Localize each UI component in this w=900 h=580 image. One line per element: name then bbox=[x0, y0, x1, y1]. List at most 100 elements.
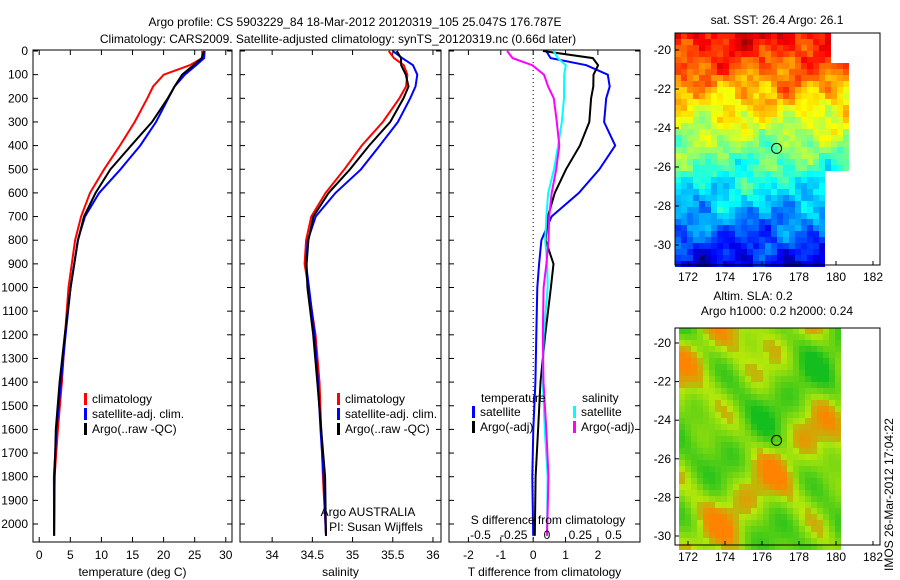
map-cell bbox=[835, 448, 841, 454]
map-cell bbox=[733, 328, 739, 334]
map-cell bbox=[687, 171, 693, 177]
map-cell bbox=[735, 129, 741, 135]
map-cell bbox=[825, 75, 831, 81]
map-cell bbox=[729, 261, 735, 267]
map-cell bbox=[715, 520, 721, 526]
map-cell bbox=[717, 99, 723, 105]
map-cell bbox=[783, 129, 789, 135]
map-cell bbox=[811, 460, 817, 466]
map-cell bbox=[739, 394, 745, 400]
map-cell bbox=[699, 147, 705, 153]
map-cell bbox=[805, 334, 811, 340]
map-cell bbox=[805, 496, 811, 502]
map-cell bbox=[837, 129, 843, 135]
map-cell bbox=[753, 69, 759, 75]
map-cell bbox=[769, 526, 775, 532]
map-cell bbox=[693, 147, 699, 153]
map-cell bbox=[825, 105, 831, 111]
map-cell bbox=[819, 75, 825, 81]
map-cell bbox=[787, 502, 793, 508]
map-cell bbox=[697, 346, 703, 352]
map-cell bbox=[729, 39, 735, 45]
map-cell bbox=[805, 400, 811, 406]
map-cell bbox=[783, 105, 789, 111]
map-cell bbox=[717, 63, 723, 69]
map-cell bbox=[699, 159, 705, 165]
map-cell bbox=[679, 376, 685, 382]
map-cell bbox=[721, 382, 727, 388]
map-cell bbox=[817, 520, 823, 526]
map-cell bbox=[721, 496, 727, 502]
map-cell bbox=[739, 526, 745, 532]
map-cell bbox=[751, 484, 757, 490]
map-cell bbox=[801, 147, 807, 153]
map-cell bbox=[823, 358, 829, 364]
map-cell bbox=[781, 466, 787, 472]
map-cell bbox=[699, 81, 705, 87]
map-cell bbox=[835, 496, 841, 502]
map-cell bbox=[789, 93, 795, 99]
x-tick-label: 2 bbox=[595, 548, 602, 562]
map-cell bbox=[715, 406, 721, 412]
map-cell bbox=[795, 57, 801, 63]
map-cell bbox=[703, 376, 709, 382]
map-cell bbox=[789, 261, 795, 267]
y-tick-label: 1400 bbox=[1, 375, 28, 389]
map-cell bbox=[795, 147, 801, 153]
map-cell bbox=[771, 87, 777, 93]
map-cell bbox=[693, 255, 699, 261]
map-cell bbox=[817, 418, 823, 424]
map-cell bbox=[681, 39, 687, 45]
map-cell bbox=[753, 87, 759, 93]
map-cell bbox=[693, 57, 699, 63]
map-cell bbox=[765, 51, 771, 57]
map-cell bbox=[681, 111, 687, 117]
map-cell bbox=[757, 352, 763, 358]
map-cell bbox=[729, 45, 735, 51]
map-cell bbox=[681, 261, 687, 267]
map-cell bbox=[765, 261, 771, 267]
map-cell bbox=[823, 328, 829, 334]
map-cell bbox=[807, 255, 813, 261]
map-cell bbox=[709, 490, 715, 496]
map-cell bbox=[795, 129, 801, 135]
map-cell bbox=[777, 129, 783, 135]
map-cell bbox=[675, 189, 681, 195]
map-cell bbox=[817, 460, 823, 466]
map-cell bbox=[675, 105, 681, 111]
map-cell bbox=[775, 406, 781, 412]
map-cell bbox=[705, 81, 711, 87]
map-cell bbox=[727, 538, 733, 544]
map-cell bbox=[759, 93, 765, 99]
map-cell bbox=[807, 225, 813, 231]
map-cell bbox=[775, 352, 781, 358]
map-cell bbox=[787, 424, 793, 430]
map-cell bbox=[687, 183, 693, 189]
map-cell bbox=[789, 177, 795, 183]
map-cell bbox=[769, 520, 775, 526]
map-cell bbox=[843, 165, 849, 171]
map-cell bbox=[759, 123, 765, 129]
map-cell bbox=[675, 111, 681, 117]
map-cell bbox=[789, 99, 795, 105]
map-cell bbox=[691, 502, 697, 508]
map-cell bbox=[759, 153, 765, 159]
map-cell bbox=[733, 352, 739, 358]
map-cell bbox=[813, 183, 819, 189]
map-cell bbox=[705, 45, 711, 51]
map-cell bbox=[769, 370, 775, 376]
map-cell bbox=[801, 213, 807, 219]
map-cell bbox=[819, 207, 825, 213]
map-cell bbox=[765, 81, 771, 87]
map-cell bbox=[787, 436, 793, 442]
map-cell bbox=[687, 189, 693, 195]
map-cell bbox=[745, 352, 751, 358]
map-cell bbox=[777, 255, 783, 261]
map-cell bbox=[823, 526, 829, 532]
map-cell bbox=[789, 213, 795, 219]
map-cell bbox=[691, 478, 697, 484]
map-cell bbox=[693, 243, 699, 249]
map-cell bbox=[747, 183, 753, 189]
map-cell bbox=[829, 334, 835, 340]
map-cell bbox=[759, 231, 765, 237]
